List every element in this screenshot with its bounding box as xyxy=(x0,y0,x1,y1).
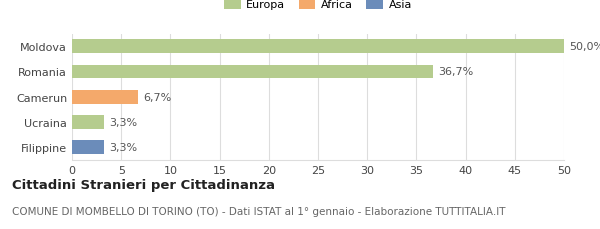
Bar xyxy=(72,141,104,155)
Bar xyxy=(72,65,433,79)
Bar xyxy=(72,116,104,129)
Text: 3,3%: 3,3% xyxy=(109,117,137,128)
Bar xyxy=(72,90,138,104)
Text: 36,7%: 36,7% xyxy=(438,67,473,77)
Bar xyxy=(72,40,564,54)
Text: 6,7%: 6,7% xyxy=(143,92,171,102)
Text: COMUNE DI MOMBELLO DI TORINO (TO) - Dati ISTAT al 1° gennaio - Elaborazione TUTT: COMUNE DI MOMBELLO DI TORINO (TO) - Dati… xyxy=(12,206,505,216)
Text: Cittadini Stranieri per Cittadinanza: Cittadini Stranieri per Cittadinanza xyxy=(12,179,275,192)
Legend: Europa, Africa, Asia: Europa, Africa, Asia xyxy=(221,0,415,14)
Text: 50,0%: 50,0% xyxy=(569,42,600,52)
Text: 3,3%: 3,3% xyxy=(109,143,137,153)
